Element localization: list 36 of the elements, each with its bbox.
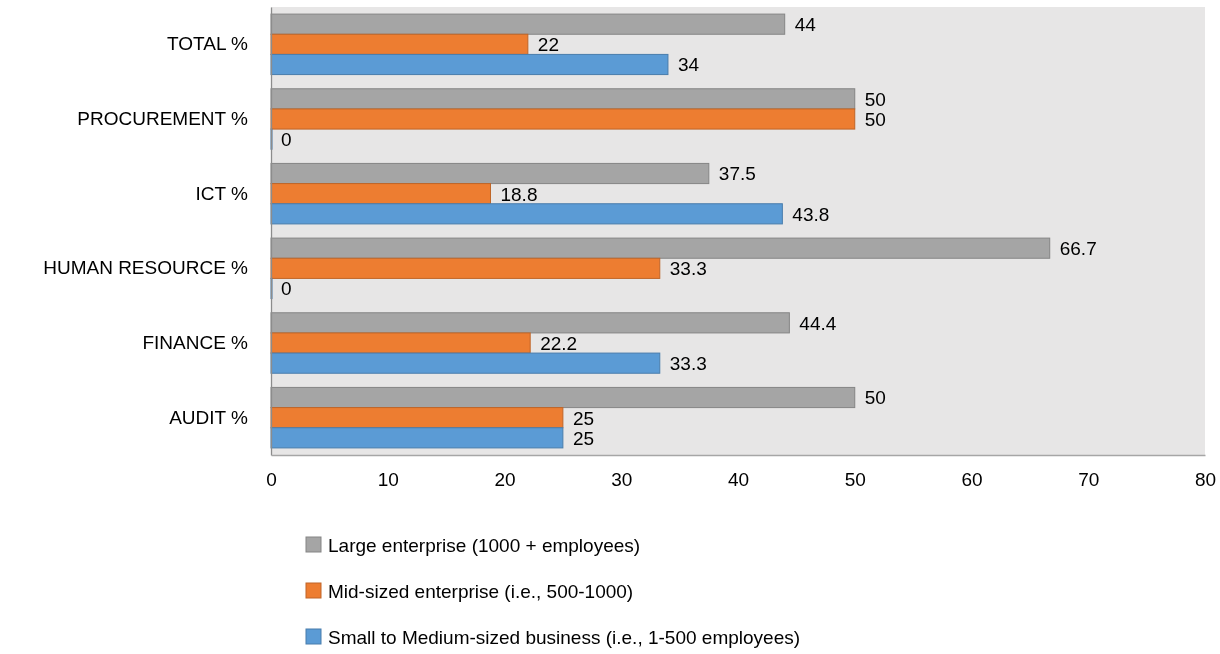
data-label: 18.8 [500, 183, 538, 205]
x-tick-label: 60 [961, 469, 983, 491]
y-tick-label: ICT % [195, 182, 249, 204]
x-tick-label: 30 [611, 469, 633, 491]
y-tick-label: HUMAN RESOURCE % [43, 257, 249, 279]
data-label: 34 [677, 54, 700, 76]
data-label: 33.3 [669, 258, 707, 280]
data-label: 44 [794, 14, 817, 36]
x-tick-label: 70 [1078, 469, 1100, 491]
legend-label: Large enterprise (1000 + employees) [328, 534, 641, 556]
x-tick-label: 50 [844, 469, 866, 491]
data-label: 37.5 [718, 163, 756, 185]
data-label: 50 [864, 88, 886, 110]
data-label: 25 [572, 427, 595, 449]
legend-label: Small to Medium-sized business (i.e., 1-500 employees) [328, 626, 801, 648]
x-tick-label: 40 [727, 469, 750, 491]
data-label: 33.3 [669, 353, 707, 374]
data-label: 44.4 [799, 312, 837, 334]
x-tick-label: 10 [377, 469, 399, 491]
x-tick-label: 0 [266, 469, 277, 491]
data-label: 66.7 [1059, 238, 1097, 260]
data-label: 50 [864, 387, 886, 409]
data-label: 22 [537, 34, 559, 56]
x-tick-label: 20 [494, 469, 516, 491]
y-tick-label: FINANCE % [142, 332, 249, 354]
data-label: 0 [281, 129, 292, 150]
data-label: 22.2 [540, 332, 578, 354]
data-label: 50 [864, 108, 886, 130]
legend-label: Mid-sized enterprise (i.e., 500-1000) [328, 580, 634, 602]
data-label: 0 [281, 278, 292, 300]
y-tick-label: AUDIT % [169, 406, 249, 428]
data-label: 43.8 [792, 203, 830, 225]
data-label: 25 [572, 407, 595, 429]
y-tick-label: PROCUREMENT % [77, 108, 249, 130]
y-tick-label: TOTAL % [167, 33, 249, 55]
x-tick-label: 80 [1194, 469, 1217, 491]
